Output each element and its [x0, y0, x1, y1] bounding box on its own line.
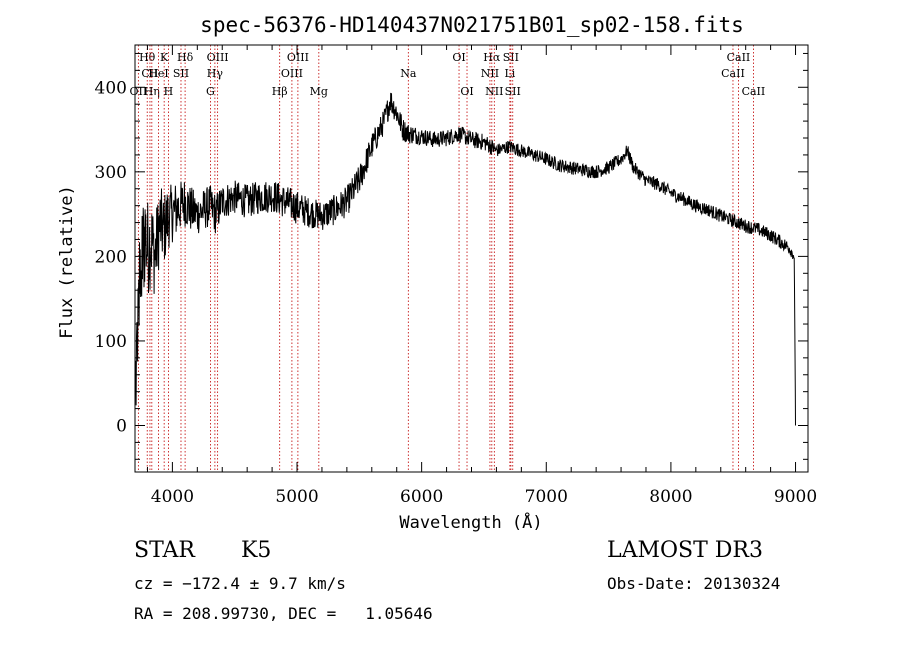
- x-axis-label: Wavelength (Å): [399, 511, 542, 533]
- line-marker-label: CaII: [721, 67, 745, 80]
- line-marker-label: HeI: [148, 67, 168, 80]
- line-marker-label: SII: [173, 67, 189, 80]
- line-marker-label: Hδ: [177, 51, 194, 64]
- line-marker-label: K: [160, 51, 169, 64]
- line-marker-label: G: [206, 85, 215, 98]
- line-marker-label: OI: [452, 51, 465, 64]
- line-marker-label: Li: [504, 67, 515, 80]
- y-axis-label: Flux (relative): [57, 185, 77, 339]
- x-axis: 4000 5000 6000 7000 8000 9000: [146, 45, 817, 507]
- x-tick-label: 6000: [400, 487, 443, 507]
- line-marker-label: SII: [505, 85, 521, 98]
- observation-date: Obs-Date: 20130324: [607, 574, 781, 593]
- line-marker-label: NII: [481, 67, 499, 80]
- x-tick-label: 5000: [275, 487, 318, 507]
- y-axis: 0 100 200 300 400: [95, 52, 808, 460]
- line-marker-label: CaII: [727, 51, 751, 64]
- line-marker-label: Hγ: [207, 67, 224, 80]
- line-marker-label: NII: [485, 85, 503, 98]
- chart-title: spec-56376-HD140437N021751B01_sp02-158.f…: [200, 13, 744, 37]
- y-tick-label: 200: [95, 247, 127, 267]
- x-tick-label: 9000: [774, 487, 817, 507]
- line-marker-label: Hη: [144, 85, 160, 98]
- object-subclass: K5: [241, 538, 272, 563]
- line-marker-label: H: [164, 85, 174, 98]
- x-tick-label: 7000: [525, 487, 568, 507]
- line-marker-label: OIII: [287, 51, 309, 64]
- line-marker-label: OIII: [207, 51, 229, 64]
- coordinates-readout: RA = 208.99730, DEC = 1.05646: [134, 604, 433, 623]
- survey-name: LAMOST DR3: [607, 538, 763, 563]
- redshift-readout: cz = −172.4 ± 9.7 km/s: [134, 574, 346, 593]
- y-tick-label: 100: [95, 332, 127, 352]
- line-marker-label: Hθ: [139, 51, 156, 64]
- x-tick-label: 8000: [649, 487, 692, 507]
- line-marker-label: CII: [141, 67, 158, 80]
- line-marker-label: OII: [130, 85, 148, 98]
- line-marker-label: SII: [503, 51, 519, 64]
- plot-frame: [134, 44, 809, 473]
- object-class: STAR: [134, 538, 195, 563]
- line-marker-label: OIII: [281, 67, 303, 80]
- y-tick-label: 0: [116, 416, 127, 436]
- line-marker-label: Hα: [483, 51, 501, 64]
- line-marker-label: Hβ: [272, 85, 288, 98]
- y-tick-label: 300: [95, 163, 127, 183]
- line-marker-label: CaII: [742, 85, 766, 98]
- line-marker-label: Mg: [310, 85, 328, 98]
- spectrum-line: [134, 92, 796, 426]
- line-marker-label: Na: [400, 67, 417, 80]
- line-marker-label: OI: [460, 85, 473, 98]
- x-tick-label: 4000: [151, 487, 194, 507]
- y-tick-label: 400: [95, 78, 127, 98]
